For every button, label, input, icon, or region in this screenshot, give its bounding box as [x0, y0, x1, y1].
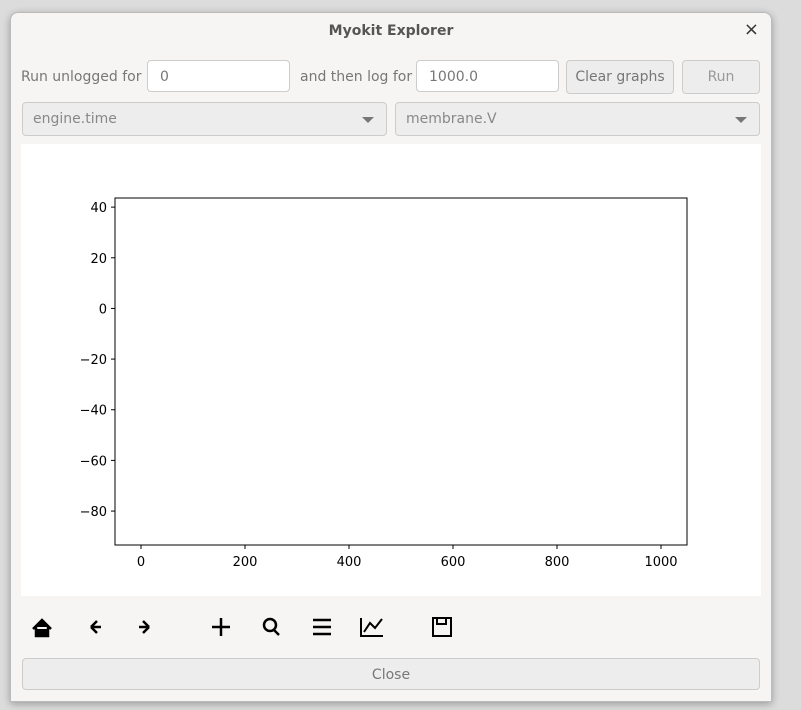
- label: and then log for: [300, 69, 413, 85]
- configure-icon[interactable]: [313, 618, 331, 636]
- y-tick-label: 20: [90, 252, 107, 267]
- window: Myokit Explorer × Run unlogged for 0 and…: [10, 12, 772, 702]
- dropdown[interactable]: membrane.V: [395, 102, 760, 136]
- input[interactable]: 0: [147, 60, 290, 92]
- save-icon[interactable]: [432, 617, 452, 637]
- pan-icon[interactable]: [212, 618, 230, 636]
- axes-frame: [114, 197, 688, 546]
- button[interactable]: Run: [682, 60, 760, 94]
- x-tick-label: 200: [233, 555, 258, 570]
- home-icon[interactable]: [32, 618, 52, 638]
- button[interactable]: Close: [22, 658, 760, 690]
- toolbar: [32, 617, 452, 638]
- x-tick-label: 800: [545, 555, 570, 570]
- forward-icon[interactable]: [139, 620, 150, 634]
- dropdown[interactable]: engine.time: [22, 102, 387, 136]
- y-tick-label: 0: [99, 302, 107, 317]
- button[interactable]: Clear graphs: [566, 60, 674, 94]
- window-title: Myokit Explorer: [328, 23, 454, 39]
- axes-icon[interactable]: [360, 618, 383, 637]
- x-tick-label: 400: [337, 555, 362, 570]
- x-tick-label: 0: [137, 555, 145, 570]
- y-tick-label: 40: [90, 201, 107, 216]
- x-tick-label: 600: [441, 555, 466, 570]
- x-tick-label: 1000: [644, 555, 677, 570]
- back-icon[interactable]: [90, 620, 101, 634]
- label: Run unlogged for: [21, 69, 142, 85]
- y-tick-label: −20: [80, 353, 107, 368]
- y-tick-label: −40: [80, 404, 107, 419]
- zoom-icon[interactable]: [262, 617, 280, 636]
- y-tick-label: −80: [80, 505, 107, 520]
- input[interactable]: 1000.0: [416, 60, 559, 92]
- close-icon[interactable]: ×: [743, 19, 759, 40]
- y-tick-label: −60: [80, 454, 107, 469]
